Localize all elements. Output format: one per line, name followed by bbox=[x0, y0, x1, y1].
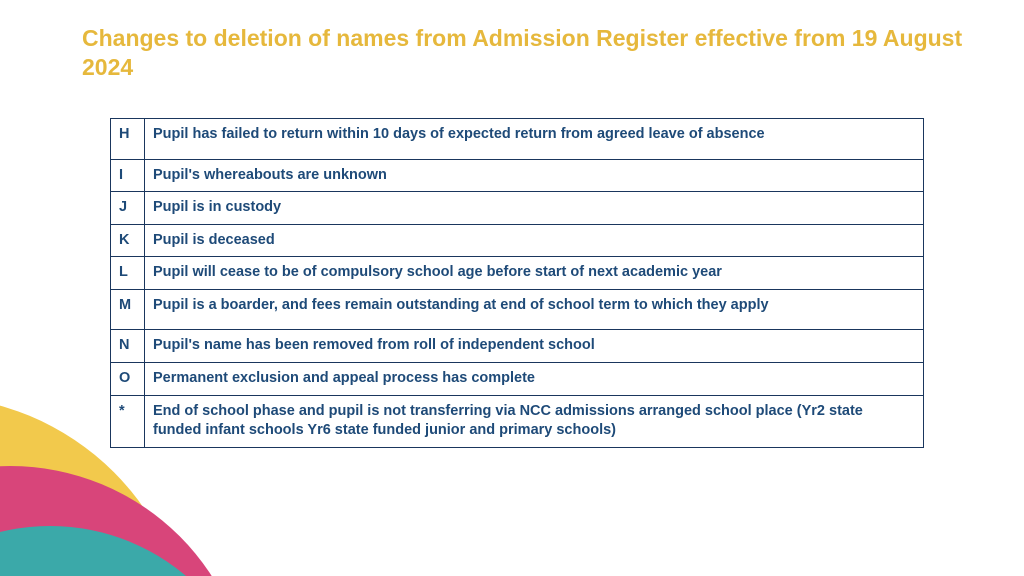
description-cell: Pupil is a boarder, and fees remain outs… bbox=[145, 289, 924, 330]
code-cell: I bbox=[111, 159, 145, 192]
table-row: JPupil is in custody bbox=[111, 192, 924, 225]
code-cell: O bbox=[111, 362, 145, 395]
description-cell: Pupil's whereabouts are unknown bbox=[145, 159, 924, 192]
description-cell: Pupil's name has been removed from roll … bbox=[145, 330, 924, 363]
description-cell: Permanent exclusion and appeal process h… bbox=[145, 362, 924, 395]
codes-table-wrap: HPupil has failed to return within 10 da… bbox=[110, 118, 924, 448]
table-row: HPupil has failed to return within 10 da… bbox=[111, 119, 924, 160]
codes-table: HPupil has failed to return within 10 da… bbox=[110, 118, 924, 448]
code-cell: M bbox=[111, 289, 145, 330]
table-row: IPupil's whereabouts are unknown bbox=[111, 159, 924, 192]
description-cell: End of school phase and pupil is not tra… bbox=[145, 395, 924, 447]
table-row: LPupil will cease to be of compulsory sc… bbox=[111, 257, 924, 290]
code-cell: H bbox=[111, 119, 145, 160]
table-row: N Pupil's name has been removed from rol… bbox=[111, 330, 924, 363]
table-row: OPermanent exclusion and appeal process … bbox=[111, 362, 924, 395]
code-cell: L bbox=[111, 257, 145, 290]
table-row: KPupil is deceased bbox=[111, 224, 924, 257]
description-cell: Pupil is deceased bbox=[145, 224, 924, 257]
slide: Changes to deletion of names from Admiss… bbox=[0, 0, 1024, 576]
code-cell: * bbox=[111, 395, 145, 447]
description-cell: Pupil is in custody bbox=[145, 192, 924, 225]
code-cell: J bbox=[111, 192, 145, 225]
codes-table-body: HPupil has failed to return within 10 da… bbox=[111, 119, 924, 448]
description-cell: Pupil will cease to be of compulsory sch… bbox=[145, 257, 924, 290]
page-title: Changes to deletion of names from Admiss… bbox=[82, 24, 964, 82]
table-row: *End of school phase and pupil is not tr… bbox=[111, 395, 924, 447]
description-cell: Pupil has failed to return within 10 day… bbox=[145, 119, 924, 160]
table-row: MPupil is a boarder, and fees remain out… bbox=[111, 289, 924, 330]
code-cell: N bbox=[111, 330, 145, 363]
code-cell: K bbox=[111, 224, 145, 257]
